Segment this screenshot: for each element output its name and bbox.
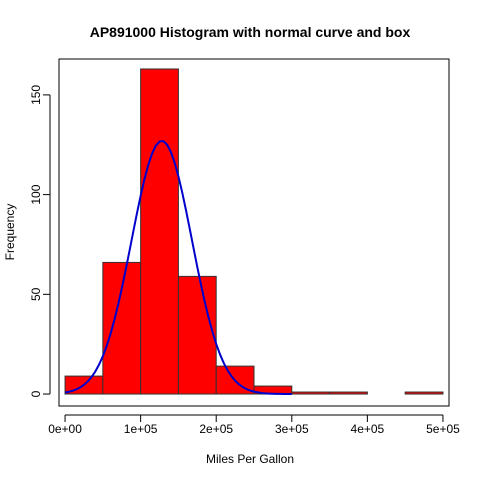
histogram-bar-9 [404, 391, 444, 395]
x-tick-label-1: 1e+05 [124, 422, 158, 436]
x-tick-label-5: 5e+05 [426, 422, 460, 436]
histogram-bar-6 [291, 391, 331, 395]
histogram-bar-1 [102, 261, 142, 395]
x-axis-label: Miles Per Gallon [206, 452, 294, 466]
plot-area: 0e+00 1e+05 2e+05 3e+05 4e+05 5e+05 0 50 100 150 [29, 58, 460, 436]
histogram-bar-2 [140, 68, 179, 395]
y-tick-label-2: 100 [29, 184, 43, 204]
normal-curve [64, 140, 292, 396]
histogram-bar-7 [329, 391, 368, 395]
chart-title: AP891000 Histogram with normal curve and… [90, 24, 411, 40]
x-tick-label-0: 0e+00 [48, 422, 82, 436]
y-tick-label-0: 0 [29, 390, 43, 397]
plot-box [58, 58, 450, 407]
y-tick-label-3: 150 [29, 85, 43, 105]
x-tick-label-3: 3e+05 [275, 422, 309, 436]
histogram-bar-3 [177, 275, 217, 395]
x-tick-label-2: 2e+05 [199, 422, 233, 436]
y-axis-label: Frequency [3, 204, 17, 261]
x-tick-label-4: 4e+05 [351, 422, 385, 436]
y-tick-label-1: 50 [29, 287, 43, 301]
